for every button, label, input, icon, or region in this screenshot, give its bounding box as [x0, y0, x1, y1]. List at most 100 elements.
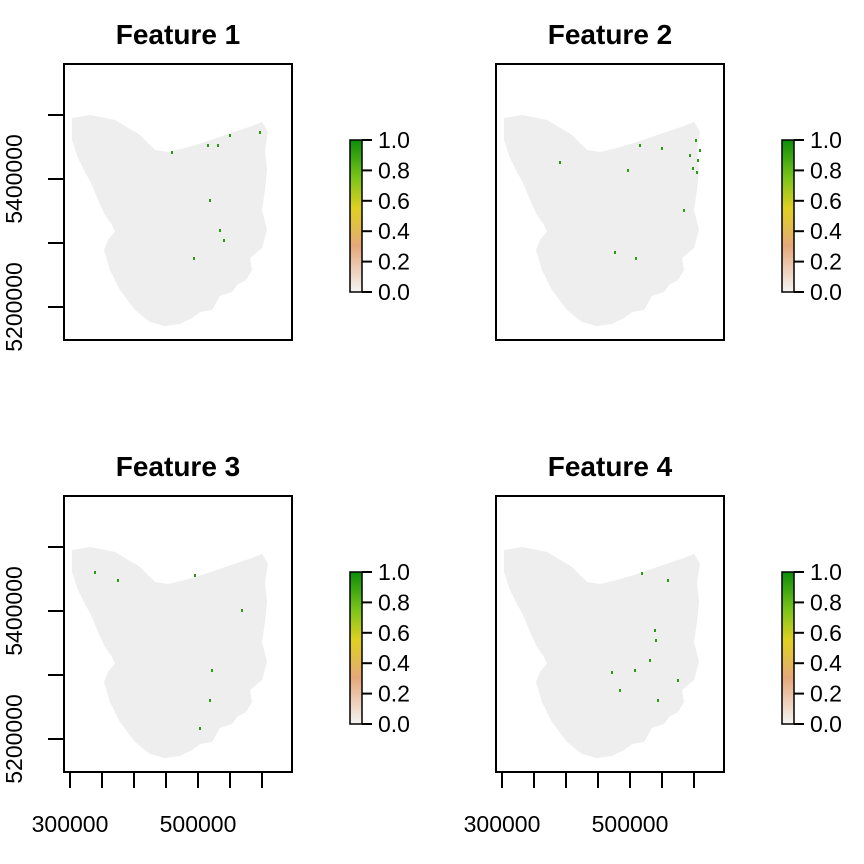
x-tick-label: 300000	[464, 811, 541, 837]
legend-colorbar	[781, 139, 795, 293]
presence-point	[219, 229, 221, 232]
presence-point	[207, 144, 209, 147]
x-axis: 300000 500000	[464, 771, 695, 837]
presence-points	[611, 572, 679, 702]
presence-point	[657, 699, 659, 702]
panel-title: Feature 4	[548, 451, 673, 482]
legend-label: 0.8	[810, 157, 842, 183]
legend-label: 0.6	[378, 188, 410, 214]
legend-label: 0.6	[378, 620, 410, 646]
map-panel-feature-2: Feature 2 1.0 0.8 0.6 0.4 0.2 0.0	[495, 19, 842, 341]
presence-points	[94, 571, 243, 730]
y-tick-label: 5200000	[1, 694, 27, 784]
presence-point	[696, 171, 698, 174]
panel-title: Feature 1	[116, 19, 241, 50]
presence-point	[229, 134, 231, 137]
x-tick-label: 300000	[32, 811, 109, 837]
presence-point	[689, 154, 691, 157]
legend-label: 0.8	[810, 589, 842, 615]
legend-label: 1.0	[378, 559, 410, 585]
tasmania-landmass	[504, 547, 700, 758]
presence-point	[655, 639, 657, 642]
y-axis: 5200000 5400000	[1, 546, 65, 784]
x-axis: 300000 500000	[32, 771, 263, 837]
presence-point	[171, 151, 173, 154]
legend: 1.0 0.8 0.6 0.4 0.2 0.0	[781, 559, 842, 737]
presence-point	[223, 239, 225, 242]
legend-label: 0.0	[378, 711, 410, 737]
map-panel-feature-3: Feature 3 5200000 5400000 300000 500000	[1, 451, 410, 837]
presence-point	[654, 629, 656, 632]
plot-frame	[495, 63, 725, 341]
presence-point	[611, 671, 613, 674]
presence-point	[117, 579, 119, 582]
presence-point	[661, 147, 663, 150]
presence-point	[692, 167, 694, 170]
legend-label: 0.4	[810, 218, 842, 244]
presence-point	[699, 149, 701, 152]
legend-colorbar	[349, 571, 363, 725]
x-tick-label: 500000	[160, 811, 237, 837]
presence-point	[199, 727, 201, 730]
legend-colorbar	[781, 571, 795, 725]
presence-point	[614, 251, 616, 254]
legend: 1.0 0.8 0.6 0.4 0.2 0.0	[349, 559, 410, 737]
legend-label: 1.0	[810, 127, 842, 153]
x-tick-label: 500000	[592, 811, 669, 837]
presence-points	[559, 139, 701, 260]
panel-title: Feature 2	[548, 19, 673, 50]
presence-point	[695, 139, 697, 142]
y-tick-label: 5400000	[1, 566, 27, 656]
legend-label: 1.0	[378, 127, 410, 153]
presence-point	[209, 699, 211, 702]
presence-point	[194, 574, 196, 577]
presence-point	[94, 571, 96, 574]
legend-label: 1.0	[810, 559, 842, 585]
presence-point	[667, 579, 669, 582]
legend-label: 0.4	[378, 650, 410, 676]
y-tick-label: 5200000	[1, 262, 27, 352]
y-axis: 5200000 5400000	[1, 114, 65, 352]
presence-point	[209, 199, 211, 202]
tasmania-landmass	[72, 115, 268, 326]
presence-point	[241, 609, 243, 612]
presence-points	[171, 131, 261, 260]
presence-point	[559, 161, 561, 164]
presence-point	[619, 689, 621, 692]
legend-label: 0.2	[810, 681, 842, 707]
legend-label: 0.4	[810, 650, 842, 676]
legend-label: 0.2	[378, 249, 410, 275]
tasmania-landmass	[504, 115, 700, 326]
presence-point	[697, 159, 699, 162]
y-tick-label: 5400000	[1, 134, 27, 224]
legend-colorbar	[349, 139, 363, 293]
presence-point	[635, 257, 637, 260]
panel-title: Feature 3	[116, 451, 241, 482]
presence-point	[641, 572, 643, 575]
map-panel-feature-1: Feature 1 5200000 5400000 1.0 0.8 0.6 0.…	[1, 19, 410, 352]
presence-point	[211, 669, 213, 672]
presence-point	[649, 659, 651, 662]
presence-point	[677, 679, 679, 682]
legend-label: 0.4	[378, 218, 410, 244]
legend-label: 0.8	[378, 589, 410, 615]
map-panel-feature-4: Feature 4 300000 500000 1.0 0.8 0.6	[464, 451, 843, 837]
legend-label: 0.8	[378, 157, 410, 183]
tasmania-landmass	[72, 547, 268, 758]
presence-point	[634, 669, 636, 672]
legend: 1.0 0.8 0.6 0.4 0.2 0.0	[349, 127, 410, 305]
legend-label: 0.6	[810, 188, 842, 214]
legend-label: 0.6	[810, 620, 842, 646]
presence-point	[217, 144, 219, 147]
presence-point	[639, 144, 641, 147]
legend: 1.0 0.8 0.6 0.4 0.2 0.0	[781, 127, 842, 305]
presence-point	[627, 169, 629, 172]
legend-label: 0.2	[378, 681, 410, 707]
legend-label: 0.2	[810, 249, 842, 275]
presence-point	[683, 209, 685, 212]
presence-point	[259, 131, 261, 134]
legend-label: 0.0	[810, 711, 842, 737]
legend-label: 0.0	[810, 279, 842, 305]
legend-label: 0.0	[378, 279, 410, 305]
